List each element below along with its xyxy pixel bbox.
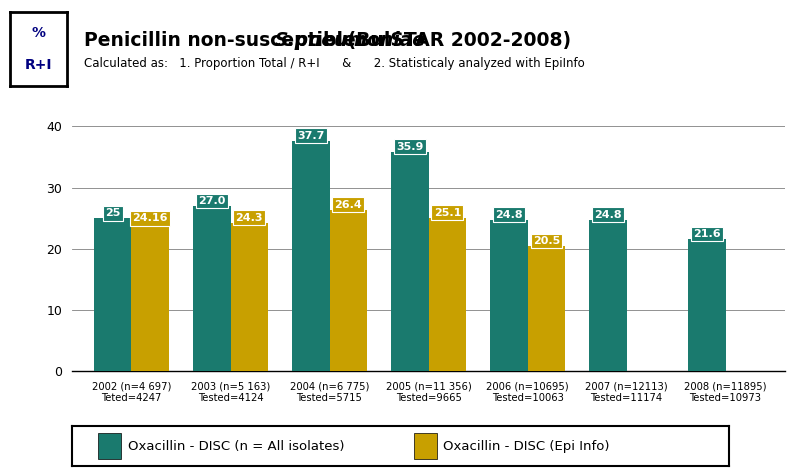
Bar: [94, 218, 131, 371]
Text: Oxacillin - DISC (Epi Info): Oxacillin - DISC (Epi Info): [443, 440, 610, 453]
Text: %: %: [31, 26, 46, 40]
Bar: [391, 151, 429, 371]
Bar: [193, 206, 231, 371]
Text: R+I: R+I: [25, 58, 52, 72]
Bar: [429, 218, 466, 371]
Bar: [528, 246, 566, 371]
Text: 24.3: 24.3: [235, 213, 263, 223]
Bar: [231, 223, 268, 371]
Text: Penicillin non-susceptible: Penicillin non-susceptible: [84, 31, 362, 50]
Text: 24.16: 24.16: [132, 213, 168, 223]
Bar: [329, 210, 367, 371]
Text: 24.8: 24.8: [594, 209, 622, 219]
Bar: [292, 140, 329, 371]
Bar: [688, 239, 726, 371]
Text: Calculated as:   1. Proportion Total / R+I      &      2. Statisticaly analyzed : Calculated as: 1. Proportion Total / R+I…: [84, 57, 585, 70]
Text: S.pneumoniae: S.pneumoniae: [275, 31, 426, 50]
Text: Oxacillin - DISC (n = All isolates): Oxacillin - DISC (n = All isolates): [128, 440, 344, 453]
Bar: [490, 219, 528, 371]
Text: 21.6: 21.6: [693, 229, 721, 239]
Text: 35.9: 35.9: [396, 141, 424, 151]
FancyBboxPatch shape: [99, 433, 122, 459]
FancyBboxPatch shape: [413, 433, 437, 459]
Bar: [589, 219, 626, 371]
Text: 25.1: 25.1: [433, 208, 461, 218]
Text: (BulSTAR 2002-2008): (BulSTAR 2002-2008): [341, 31, 571, 50]
Text: 27.0: 27.0: [198, 196, 225, 206]
Text: 26.4: 26.4: [335, 200, 362, 210]
Text: 25: 25: [105, 208, 120, 218]
Text: 24.8: 24.8: [495, 209, 522, 219]
Bar: [131, 223, 169, 371]
Text: 20.5: 20.5: [533, 236, 560, 246]
Text: 37.7: 37.7: [297, 130, 324, 140]
